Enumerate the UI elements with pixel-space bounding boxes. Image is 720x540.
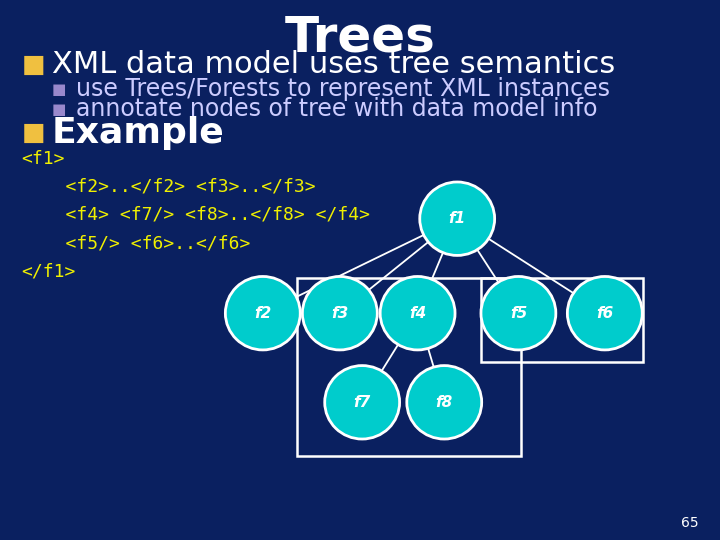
Text: f3: f3 bbox=[331, 306, 348, 321]
Text: Example: Example bbox=[52, 117, 225, 150]
Text: f8: f8 bbox=[436, 395, 453, 410]
Text: ■: ■ bbox=[52, 82, 66, 97]
Bar bbox=[481, 278, 643, 362]
Ellipse shape bbox=[481, 276, 556, 350]
Text: ■: ■ bbox=[22, 53, 45, 77]
Text: annotate nodes of tree with data model info: annotate nodes of tree with data model i… bbox=[76, 97, 597, 121]
Text: f7: f7 bbox=[354, 395, 371, 410]
Text: f6: f6 bbox=[596, 306, 613, 321]
Text: 65: 65 bbox=[681, 516, 698, 530]
Text: <f4> <f7/> <f8>..</f8> </f4>: <f4> <f7/> <f8>..</f8> </f4> bbox=[22, 206, 369, 224]
Bar bbox=[297, 278, 521, 456]
Text: f2: f2 bbox=[254, 306, 271, 321]
Text: f5: f5 bbox=[510, 306, 527, 321]
Text: XML data model uses tree semantics: XML data model uses tree semantics bbox=[52, 50, 615, 79]
Ellipse shape bbox=[420, 182, 495, 255]
Ellipse shape bbox=[407, 366, 482, 439]
Text: <f2>..</f2> <f3>..</f3>: <f2>..</f2> <f3>..</f3> bbox=[22, 178, 315, 196]
Text: f1: f1 bbox=[449, 211, 466, 226]
Ellipse shape bbox=[567, 276, 642, 350]
Ellipse shape bbox=[225, 276, 300, 350]
Text: <f5/> <f6>..</f6>: <f5/> <f6>..</f6> bbox=[22, 234, 250, 252]
Text: Trees: Trees bbox=[284, 14, 436, 62]
Text: f4: f4 bbox=[409, 306, 426, 321]
Ellipse shape bbox=[302, 276, 377, 350]
Text: </f1>: </f1> bbox=[22, 262, 76, 280]
Text: ■: ■ bbox=[22, 122, 45, 145]
Text: <f1>: <f1> bbox=[22, 150, 65, 168]
Text: ■: ■ bbox=[52, 102, 66, 117]
Ellipse shape bbox=[325, 366, 400, 439]
Text: use Trees/Forests to represent XML instances: use Trees/Forests to represent XML insta… bbox=[76, 77, 610, 101]
Ellipse shape bbox=[380, 276, 455, 350]
